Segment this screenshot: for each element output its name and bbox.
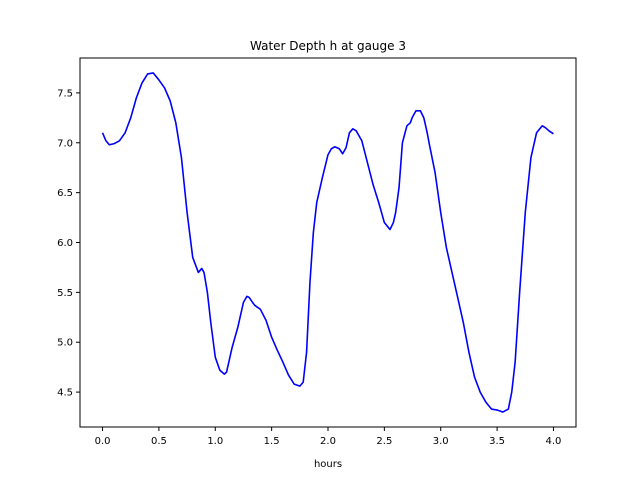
x-tick-label: 4.0 — [546, 436, 562, 447]
series-line — [101, 72, 554, 413]
x-axis-label: hours — [314, 459, 342, 470]
y-tick-label: 6.0 — [57, 238, 73, 249]
y-tick-label: 5.5 — [57, 288, 73, 299]
y-axis: 4.5 5.0 5.5 6.0 6.5 7.0 7.5 — [57, 88, 80, 399]
x-tick-label: 1.0 — [207, 436, 223, 447]
x-tick-label: 2.0 — [320, 436, 336, 447]
x-tick-label: 3.5 — [489, 436, 505, 447]
y-tick-label: 5.0 — [57, 338, 73, 349]
x-tick-label: 2.5 — [376, 436, 392, 447]
chart-title: Water Depth h at gauge 3 — [250, 39, 406, 53]
x-tick-label: 0.0 — [95, 436, 111, 447]
y-tick-label: 7.5 — [57, 88, 73, 99]
x-tick-label: 1.5 — [264, 436, 280, 447]
y-tick-label: 7.0 — [57, 138, 73, 149]
y-tick-label: 4.5 — [57, 388, 73, 399]
x-axis: 0.0 0.5 1.0 1.5 2.0 2.5 3.0 3.5 4.0 — [95, 427, 562, 447]
y-tick-label: 6.5 — [57, 188, 73, 199]
x-tick-label: 3.0 — [433, 436, 449, 447]
x-tick-label: 0.5 — [151, 436, 167, 447]
